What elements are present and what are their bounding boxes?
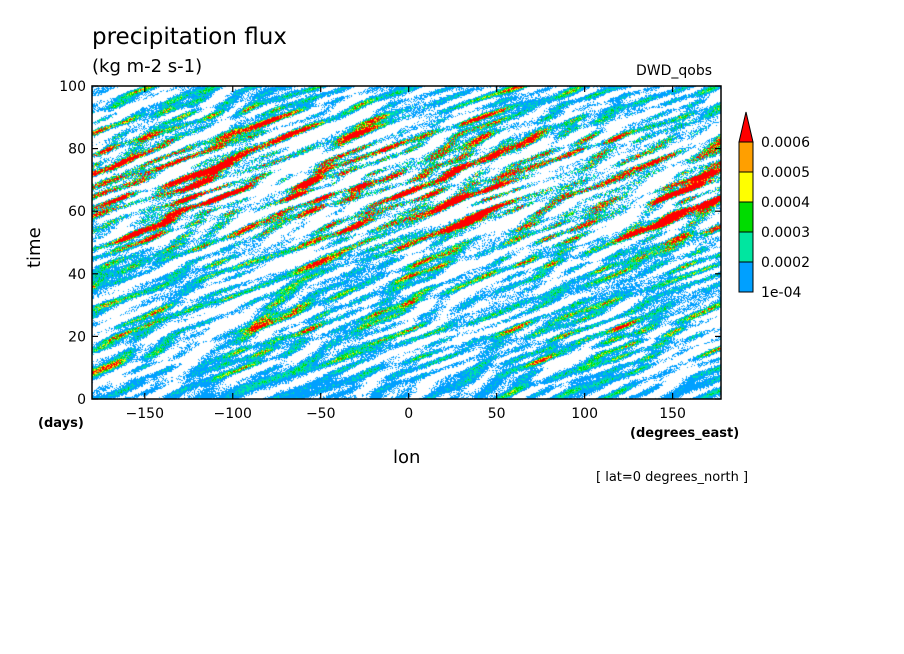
x-tick-label: −50 xyxy=(306,406,336,422)
plot-frame xyxy=(91,85,722,400)
colorbar-label: 0.0005 xyxy=(761,165,810,181)
x-axis-unit: (degrees_east) xyxy=(630,426,740,441)
chart-title: precipitation flux xyxy=(92,24,287,50)
latitude-footnote: [ lat=0 degrees_north ] xyxy=(596,470,749,485)
y-tick-label: 0 xyxy=(77,392,86,408)
x-axis: −150 −100 −50 0 50 100 150 xyxy=(126,86,686,422)
y-tick-label: 20 xyxy=(68,329,86,345)
precip-field-image xyxy=(92,86,721,399)
x-tick-label: −150 xyxy=(126,406,164,422)
y-tick-label: 100 xyxy=(59,79,86,95)
x-tick-label: 150 xyxy=(659,406,686,422)
y-axis: 0 20 40 60 80 100 xyxy=(59,79,721,408)
colorbar-label: 0.0004 xyxy=(761,195,810,211)
colorbar: 1e-04 0.0002 0.0003 0.0004 0.0005 0.0006 xyxy=(738,111,810,301)
colorbar-swatch xyxy=(738,141,754,173)
y-tick-label: 80 xyxy=(68,142,86,158)
colorbar-extend xyxy=(738,111,754,143)
x-tick-label: −100 xyxy=(214,406,252,422)
x-tick-label: 100 xyxy=(571,406,598,422)
x-tick-label: 0 xyxy=(404,406,413,422)
x-axis-label: lon xyxy=(393,447,421,468)
colorbar-swatch xyxy=(738,201,754,233)
colorbar-label: 0.0003 xyxy=(761,225,810,241)
colorbar-swatch xyxy=(738,171,754,203)
colorbar-label: 0.0002 xyxy=(761,255,810,271)
y-tick-label: 60 xyxy=(68,204,86,220)
colorbar-swatch xyxy=(738,261,754,293)
x-tick-label: 50 xyxy=(488,406,506,422)
colorbar-swatch xyxy=(738,231,754,263)
y-tick-label: 40 xyxy=(68,267,86,283)
colorbar-label: 0.0006 xyxy=(761,135,810,151)
chart-units: (kg m-2 s-1) xyxy=(92,56,203,77)
precip-field xyxy=(92,86,721,399)
dataset-label: DWD_qobs xyxy=(636,63,713,79)
colorbar-label: 1e-04 xyxy=(761,285,801,301)
y-axis-unit: (days) xyxy=(38,416,84,431)
